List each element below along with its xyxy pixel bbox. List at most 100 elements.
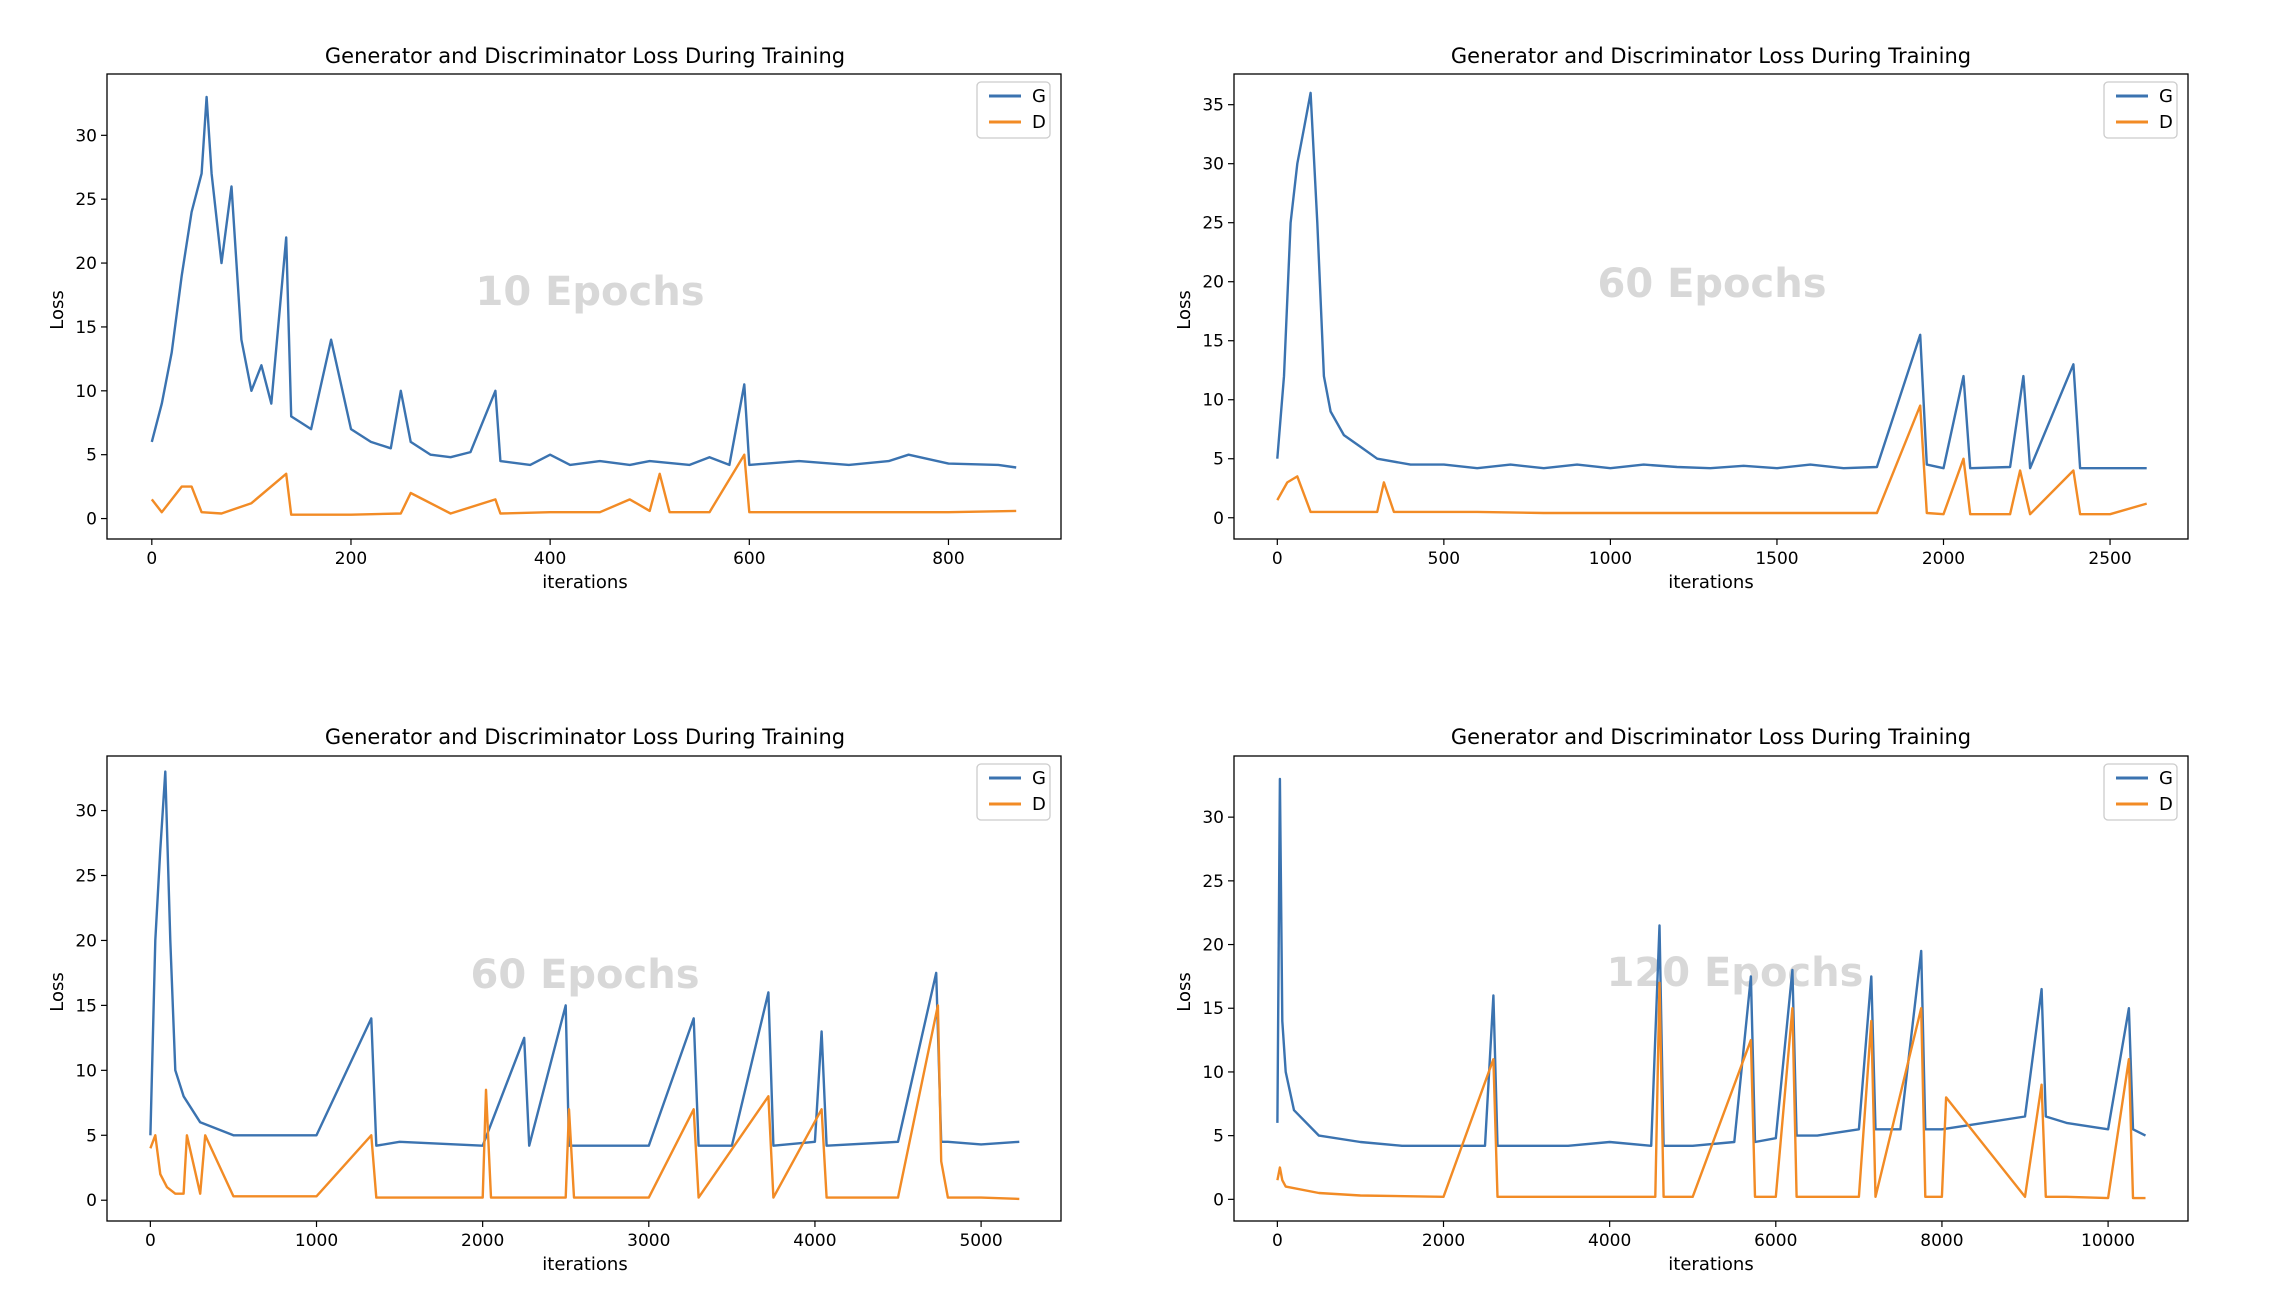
plot-frame (106, 755, 1062, 1222)
series-line-g (149, 770, 1020, 1147)
x-tick-label: 5000 (959, 1231, 1002, 1251)
chart-title: Generator and Discriminator Loss During … (325, 44, 845, 68)
legend-label-d: D (2159, 794, 2173, 815)
series-line-g (1276, 777, 2147, 1148)
x-tick-label: 3000 (627, 1231, 670, 1251)
y-tick-label: 10 (1202, 1063, 1224, 1083)
legend: G D (2103, 81, 2178, 139)
x-tick-label: 8000 (1920, 1231, 1963, 1251)
plot-frame (106, 73, 1062, 540)
y-tick-label: 5 (86, 1126, 97, 1146)
legend-label-d: D (2159, 112, 2173, 133)
x-tick-label: 10000 (2081, 1231, 2135, 1251)
x-tick-label: 4000 (793, 1231, 836, 1251)
y-tick-label: 5 (86, 446, 97, 466)
x-tick-label: 500 (1428, 549, 1460, 569)
y-tick-label: 30 (75, 802, 97, 822)
series-line-g (1276, 91, 2147, 470)
legend-label-d: D (1032, 794, 1046, 815)
y-tick-label: 15 (1202, 332, 1224, 352)
y-tick-label: 25 (1202, 872, 1224, 892)
y-tick-label: 5 (1213, 1127, 1224, 1147)
chart-panel-60-epochs-a: Generator and Discriminator Loss During … (1174, 44, 2189, 593)
legend-label-d: D (1032, 112, 1046, 133)
chart-title: Generator and Discriminator Loss During … (325, 725, 845, 749)
x-tick-label: 1000 (295, 1231, 338, 1251)
series-line-d (1276, 981, 2146, 1200)
plot-frame (1233, 73, 2189, 540)
x-axis-label: iterations (1668, 1254, 1753, 1275)
legend-label-g: G (1032, 768, 1046, 789)
y-tick-label: 5 (1213, 450, 1224, 470)
y-tick-label: 30 (1202, 155, 1224, 175)
x-tick-label: 0 (146, 549, 157, 569)
epochs-watermark: 10 Epochs (475, 269, 704, 315)
y-axis-label: Loss (47, 972, 68, 1011)
x-axis-label: iterations (542, 572, 627, 593)
series-lines (149, 770, 1020, 1201)
y-tick-label: 0 (1213, 1190, 1224, 1210)
x-tick-label: 1000 (1589, 549, 1632, 569)
axis-ticks: 0 1000 2000 3000 4000 5000 0 5 10 15 20 25 30 (75, 802, 1002, 1251)
y-tick-label: 0 (86, 510, 97, 530)
x-tick-label: 2000 (1422, 1231, 1465, 1251)
x-tick-label: 2000 (461, 1231, 504, 1251)
y-tick-label: 30 (75, 126, 97, 146)
x-tick-label: 2500 (2088, 549, 2131, 569)
y-tick-label: 10 (75, 382, 97, 402)
x-tick-label: 0 (145, 1231, 156, 1251)
y-tick-label: 35 (1202, 96, 1224, 116)
legend-label-g: G (2159, 86, 2173, 107)
y-tick-label: 0 (1213, 509, 1224, 529)
axis-ticks: 0 2000 4000 6000 8000 10000 0 5 10 15 20 25 30 (1202, 808, 2135, 1251)
x-tick-label: 0 (1272, 1231, 1283, 1251)
axis-ticks: 0 200 400 600 800 0 5 10 15 20 25 30 (75, 126, 964, 569)
y-tick-label: 15 (75, 318, 97, 338)
x-axis-label: iterations (542, 1254, 627, 1275)
y-tick-label: 10 (1202, 391, 1224, 411)
plot-frame (1233, 755, 2189, 1222)
x-tick-label: 0 (1272, 549, 1283, 569)
y-axis-label: Loss (47, 290, 68, 329)
y-tick-label: 15 (1202, 999, 1224, 1019)
series-lines (1276, 91, 2148, 516)
x-tick-label: 1500 (1755, 549, 1798, 569)
y-axis-label: Loss (1174, 972, 1195, 1011)
y-tick-label: 0 (86, 1191, 97, 1211)
series-line-g (150, 95, 1017, 469)
chart-panel-120-epochs: Generator and Discriminator Loss During … (1174, 725, 2189, 1275)
y-tick-label: 10 (75, 1061, 97, 1081)
chart-title: Generator and Discriminator Loss During … (1451, 725, 1971, 749)
x-tick-label: 4000 (1588, 1231, 1631, 1251)
series-lines (1276, 777, 2147, 1200)
x-tick-label: 6000 (1754, 1231, 1797, 1251)
y-tick-label: 20 (1202, 936, 1224, 956)
epochs-watermark: 60 Epochs (470, 952, 699, 998)
series-lines (150, 95, 1017, 516)
y-tick-label: 25 (75, 866, 97, 886)
series-line-d (150, 453, 1017, 516)
x-tick-label: 800 (932, 549, 964, 569)
y-tick-label: 20 (1202, 273, 1224, 293)
y-tick-label: 25 (1202, 214, 1224, 234)
y-tick-label: 20 (75, 254, 97, 274)
series-line-d (1276, 404, 2148, 516)
y-tick-label: 15 (75, 996, 97, 1016)
x-tick-label: 600 (733, 549, 765, 569)
axis-ticks: 0 500 1000 1500 2000 2500 0 5 10 15 20 25 30 35 (1202, 96, 2131, 569)
x-axis-label: iterations (1668, 572, 1753, 593)
y-tick-label: 30 (1202, 808, 1224, 828)
x-tick-label: 2000 (1922, 549, 1965, 569)
legend-label-g: G (2159, 768, 2173, 789)
legend-label-g: G (1032, 86, 1046, 107)
legend: G D (2103, 763, 2178, 821)
epochs-watermark: 60 Epochs (1597, 261, 1826, 307)
series-line-d (149, 1004, 1020, 1201)
chart-title: Generator and Discriminator Loss During … (1451, 44, 1971, 68)
chart-panel-10-epochs: Generator and Discriminator Loss During … (47, 44, 1062, 593)
legend: G D (976, 763, 1051, 821)
y-tick-label: 20 (75, 931, 97, 951)
y-tick-label: 25 (75, 190, 97, 210)
